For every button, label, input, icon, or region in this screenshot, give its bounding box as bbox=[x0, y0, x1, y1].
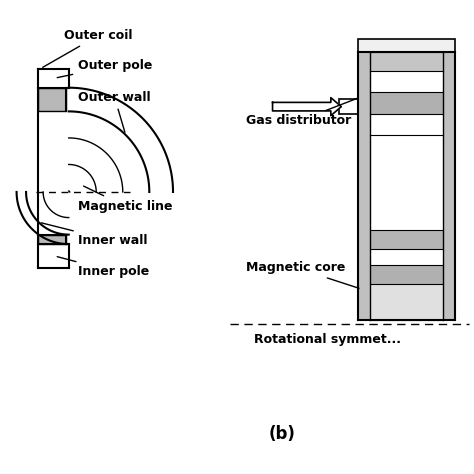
Bar bbox=[38, 88, 66, 111]
Text: Outer pole: Outer pole bbox=[57, 59, 153, 78]
Text: Outer wall: Outer wall bbox=[78, 91, 151, 132]
Bar bbox=[370, 230, 443, 249]
Text: Gas distributor: Gas distributor bbox=[246, 98, 358, 128]
Bar bbox=[358, 52, 370, 320]
Bar bbox=[370, 135, 443, 230]
Polygon shape bbox=[273, 98, 341, 116]
Bar bbox=[38, 235, 66, 244]
Text: Inner pole: Inner pole bbox=[57, 256, 149, 278]
Text: Rotational symmet...: Rotational symmet... bbox=[254, 333, 401, 346]
Bar bbox=[443, 52, 455, 320]
Text: Magnetic core: Magnetic core bbox=[246, 261, 359, 288]
Text: Inner wall: Inner wall bbox=[41, 223, 148, 247]
Bar bbox=[370, 249, 443, 265]
Text: (b): (b) bbox=[269, 425, 295, 443]
Text: Magnetic line: Magnetic line bbox=[78, 186, 173, 213]
Bar bbox=[370, 284, 443, 320]
Bar bbox=[358, 39, 455, 52]
Bar bbox=[370, 71, 443, 92]
Bar bbox=[370, 92, 443, 114]
Bar bbox=[370, 52, 443, 71]
Text: Outer coil: Outer coil bbox=[43, 29, 133, 67]
Bar bbox=[370, 114, 443, 135]
Bar bbox=[370, 265, 443, 284]
Bar bbox=[339, 99, 358, 114]
